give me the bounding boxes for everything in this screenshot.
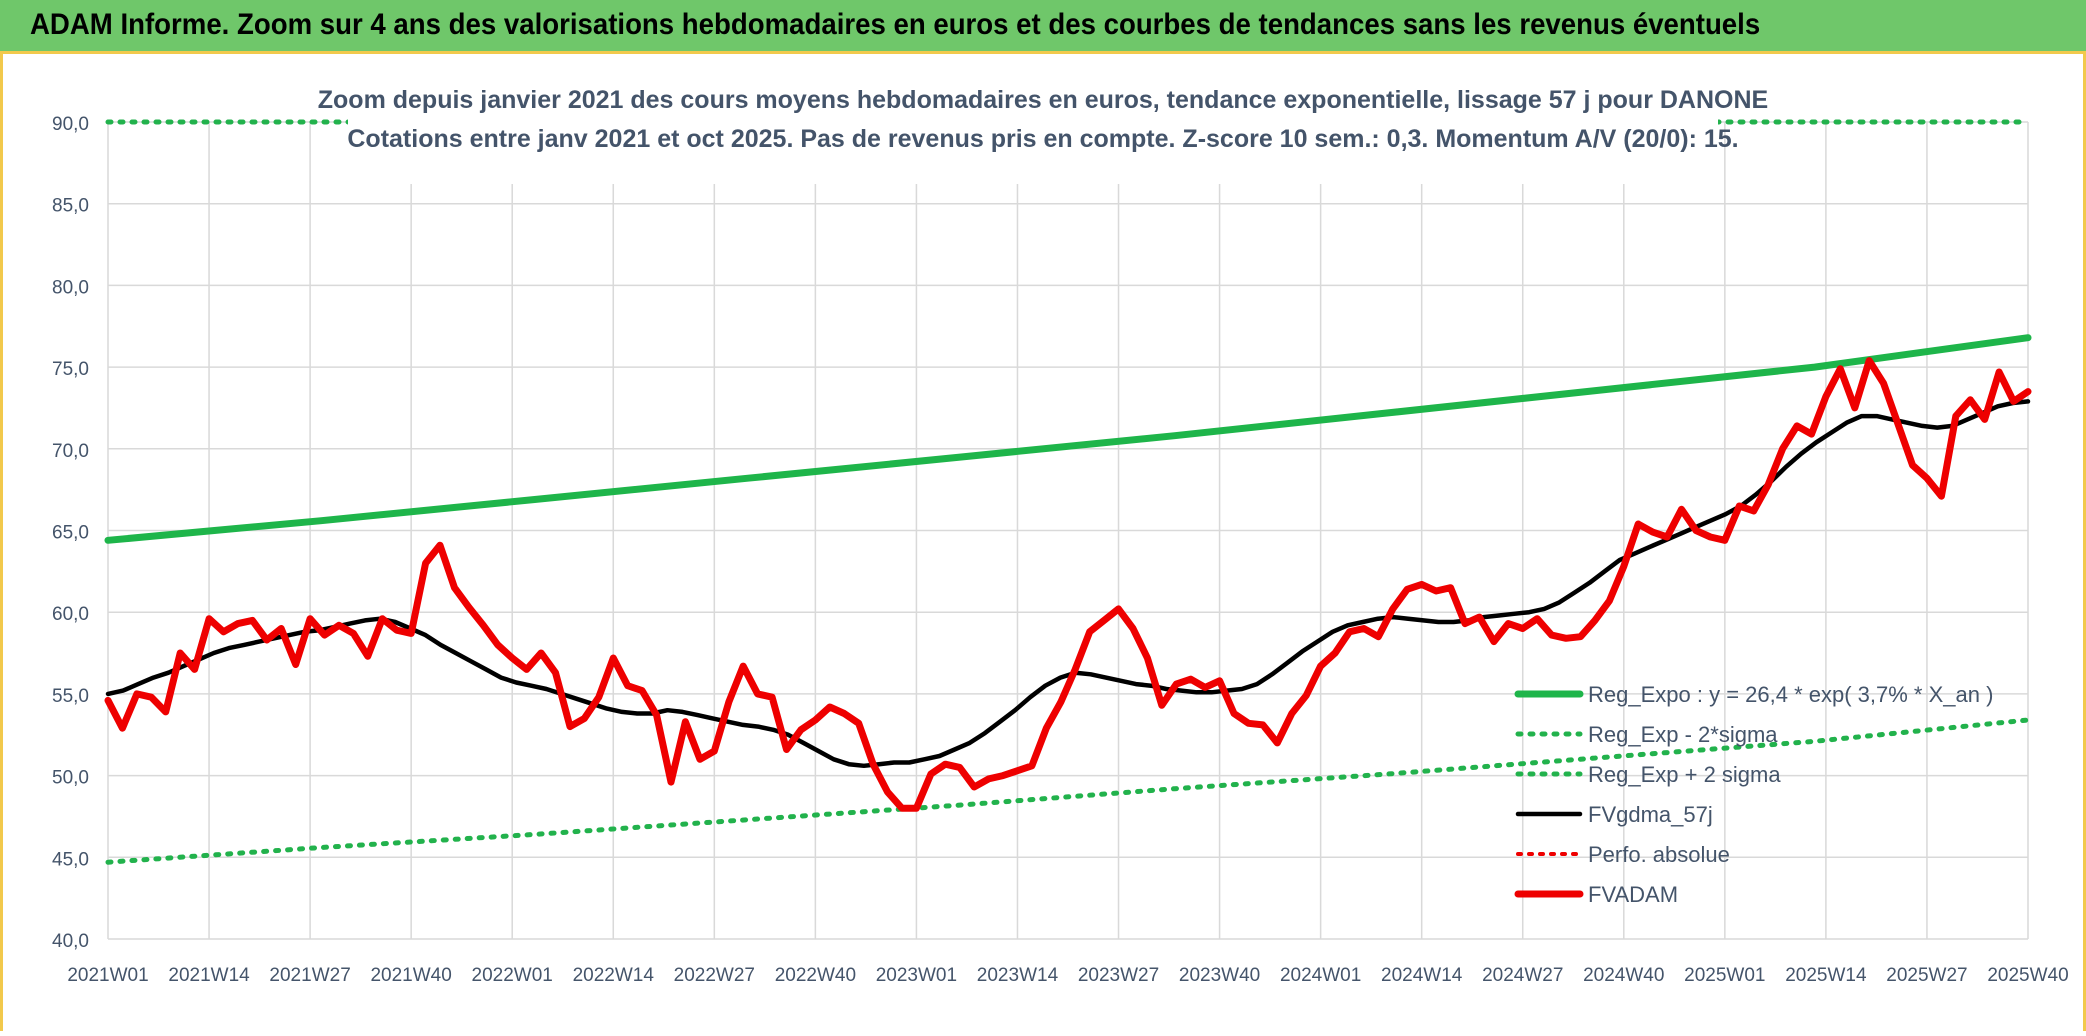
x-tick-label: 2021W40 [370, 965, 451, 986]
x-tick-label: 2025W27 [1886, 965, 1967, 986]
reg-exp-minus-2sigma-line [105, 717, 2031, 865]
reg-expo-line [104, 334, 2032, 544]
x-tick-label: 2025W01 [1684, 965, 1765, 986]
x-tick-label: 2023W40 [1179, 965, 1260, 986]
x-tick-label: 2022W14 [573, 965, 655, 986]
x-tick-label: 2022W40 [775, 965, 856, 986]
fvgdma-57j-line [105, 399, 2031, 769]
x-tick-label: 2023W01 [876, 965, 957, 986]
x-tick-label: 2024W14 [1381, 965, 1463, 986]
x-tick-label: 2021W14 [168, 965, 250, 986]
chart-subtitle: Cotations entre janv 2021 et oct 2025. P… [347, 125, 1738, 153]
x-tick-label: 2021W27 [269, 965, 350, 986]
x-tick-label: 2021W01 [67, 965, 148, 986]
y-tick-label: 90,0 [52, 114, 89, 135]
y-tick-label: 55,0 [52, 686, 89, 707]
y-tick-label: 70,0 [52, 441, 89, 462]
y-tick-label: 40,0 [52, 931, 89, 952]
report-title: ADAM Informe. Zoom sur 4 ans des valoris… [30, 8, 1761, 41]
x-tick-label: 2025W40 [1987, 965, 2068, 986]
legend-label: Reg_Expo : y = 26,4 * exp( 3,7% * X_an ) [1588, 682, 1993, 707]
series-layer [104, 119, 2032, 865]
legend-label: Reg_Exp + 2 sigma [1588, 762, 1781, 787]
legend-label: FVgdma_57j [1588, 802, 1713, 827]
x-tick-label: 2025W14 [1785, 965, 1867, 986]
title-background [348, 74, 1718, 184]
legend-label: Reg_Exp - 2*sigma [1588, 722, 1778, 747]
legend: Reg_Expo : y = 26,4 * exp( 3,7% * X_an )… [1514, 682, 1993, 907]
x-tick-label: 2024W01 [1280, 965, 1361, 986]
x-axis-ticks: 2021W01 2021W14 2021W27 2021W40 2022W01 2022W… [67, 965, 2068, 986]
x-tick-label: 2024W40 [1583, 965, 1664, 986]
legend-label: Perfo. absolue [1588, 842, 1730, 867]
y-axis-ticks: 40,0 45,0 50,0 55,0 60,0 65,0 70,0 75,0 80,0 85,0… [52, 114, 89, 952]
x-tick-label: 2022W01 [472, 965, 553, 986]
y-tick-label: 50,0 [52, 768, 89, 789]
y-tick-label: 45,0 [52, 849, 89, 870]
y-tick-label: 85,0 [52, 196, 89, 217]
y-tick-label: 65,0 [52, 523, 89, 544]
x-tick-label: 2024W27 [1482, 965, 1563, 986]
chart-frame: 40,0 45,0 50,0 55,0 60,0 65,0 70,0 75,0 80,0 85,0… [0, 54, 2086, 1031]
y-tick-label: 80,0 [52, 277, 89, 298]
legend-label: FVADAM [1588, 882, 1678, 907]
y-tick-label: 60,0 [52, 604, 89, 625]
report-banner: ADAM Informe. Zoom sur 4 ans des valoris… [0, 0, 2086, 54]
x-tick-label: 2022W27 [674, 965, 755, 986]
chart-title: Zoom depuis janvier 2021 des cours moyen… [318, 86, 1768, 114]
line-chart: 40,0 45,0 50,0 55,0 60,0 65,0 70,0 75,0 80,0 85,0… [52, 74, 2069, 986]
y-tick-label: 75,0 [52, 359, 89, 380]
x-tick-label: 2023W27 [1078, 965, 1159, 986]
grid-layer [107, 121, 2029, 940]
x-tick-label: 2023W14 [977, 965, 1059, 986]
fvadam-line [104, 357, 2032, 812]
